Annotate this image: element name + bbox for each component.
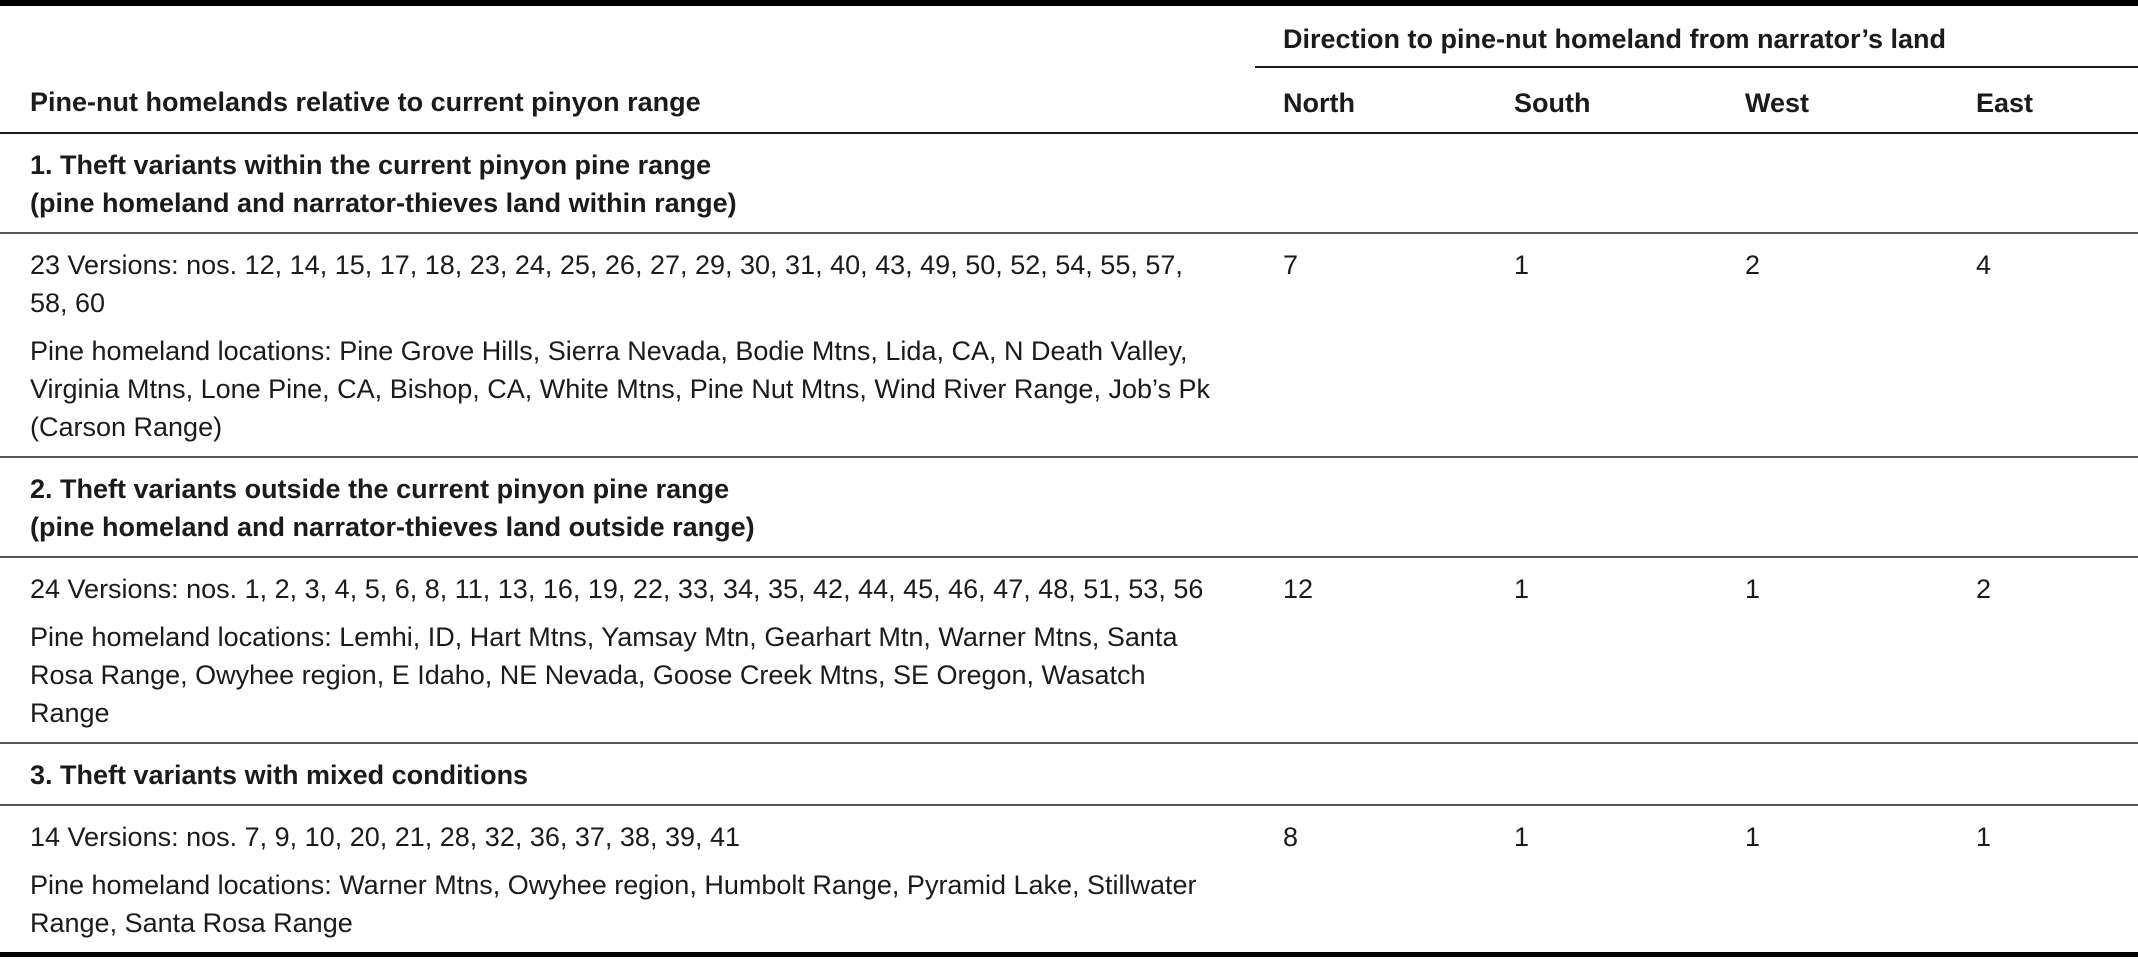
section-2-label-cell: 24 Versions: nos. 1, 2, 3, 4, 5, 6, 8, 1… <box>0 557 1255 744</box>
section-1-heading: 1. Theft variants within the current pin… <box>0 133 2138 234</box>
section-heading-row: 2. Theft variants outside the current pi… <box>0 457 2138 558</box>
section-1-count-west: 2 <box>1717 233 1948 458</box>
section-2-count-south: 1 <box>1486 557 1717 744</box>
section-2-count-north: 12 <box>1255 557 1486 744</box>
section-3-heading: 3. Theft variants with mixed conditions <box>0 743 2138 806</box>
section-1-versions: 23 Versions: nos. 12, 14, 15, 17, 18, 23… <box>30 250 1183 318</box>
column-header-row: Pine-nut homelands relative to current p… <box>0 67 2138 134</box>
section-3-versions: 14 Versions: nos. 7, 9, 10, 20, 21, 28, … <box>30 822 741 852</box>
table-row: 14 Versions: nos. 7, 9, 10, 20, 21, 28, … <box>0 805 2138 955</box>
column-header-west: West <box>1717 67 1948 134</box>
section-1-label-cell: 23 Versions: nos. 12, 14, 15, 17, 18, 23… <box>0 233 1255 458</box>
section-2-locations: Pine homeland locations: Lemhi, ID, Hart… <box>30 622 1178 728</box>
section-3-label-cell: 14 Versions: nos. 7, 9, 10, 20, 21, 28, … <box>0 805 1255 955</box>
table-row: 23 Versions: nos. 12, 14, 15, 17, 18, 23… <box>0 233 2138 458</box>
table-header: Direction to pine-nut homeland from narr… <box>0 3 2138 134</box>
section-2-versions: 24 Versions: nos. 1, 2, 3, 4, 5, 6, 8, 1… <box>30 574 1204 604</box>
spanning-header-row: Direction to pine-nut homeland from narr… <box>0 3 2138 68</box>
row-group-header: Pine-nut homelands relative to current p… <box>0 67 1255 134</box>
section-3-count-south: 1 <box>1514 822 1530 852</box>
section-1-count-east: 4 <box>1948 233 2138 458</box>
section-2-heading: 2. Theft variants outside the current pi… <box>0 457 2138 558</box>
section-2-count-west: 1 <box>1717 557 1948 744</box>
section-2-count-east: 2 <box>1948 557 2138 744</box>
table-row: 24 Versions: nos. 1, 2, 3, 4, 5, 6, 8, 1… <box>0 557 2138 744</box>
table-body: 1. Theft variants within the current pin… <box>0 133 2138 955</box>
column-header-south: South <box>1486 67 1717 134</box>
section-3-count-north: 8 <box>1283 822 1299 852</box>
pine-nut-homelands-table: Direction to pine-nut homeland from narr… <box>0 0 2138 957</box>
section-1-locations: Pine homeland locations: Pine Grove Hill… <box>30 336 1210 442</box>
corner-cell <box>0 3 1255 67</box>
direction-span-header: Direction to pine-nut homeland from narr… <box>1255 3 2138 68</box>
section-3-count-west: 1 <box>1745 822 1761 852</box>
column-header-east: East <box>1948 67 2138 134</box>
section-3-count-east: 1 <box>1976 822 1992 852</box>
section-1-count-north: 7 <box>1255 233 1486 458</box>
section-heading-row: 3. Theft variants with mixed conditions <box>0 743 2138 806</box>
column-header-north: North <box>1255 67 1486 134</box>
section-heading-row: 1. Theft variants within the current pin… <box>0 133 2138 234</box>
section-3-locations: Pine homeland locations: Warner Mtns, Ow… <box>30 870 1197 938</box>
section-1-count-south: 1 <box>1486 233 1717 458</box>
